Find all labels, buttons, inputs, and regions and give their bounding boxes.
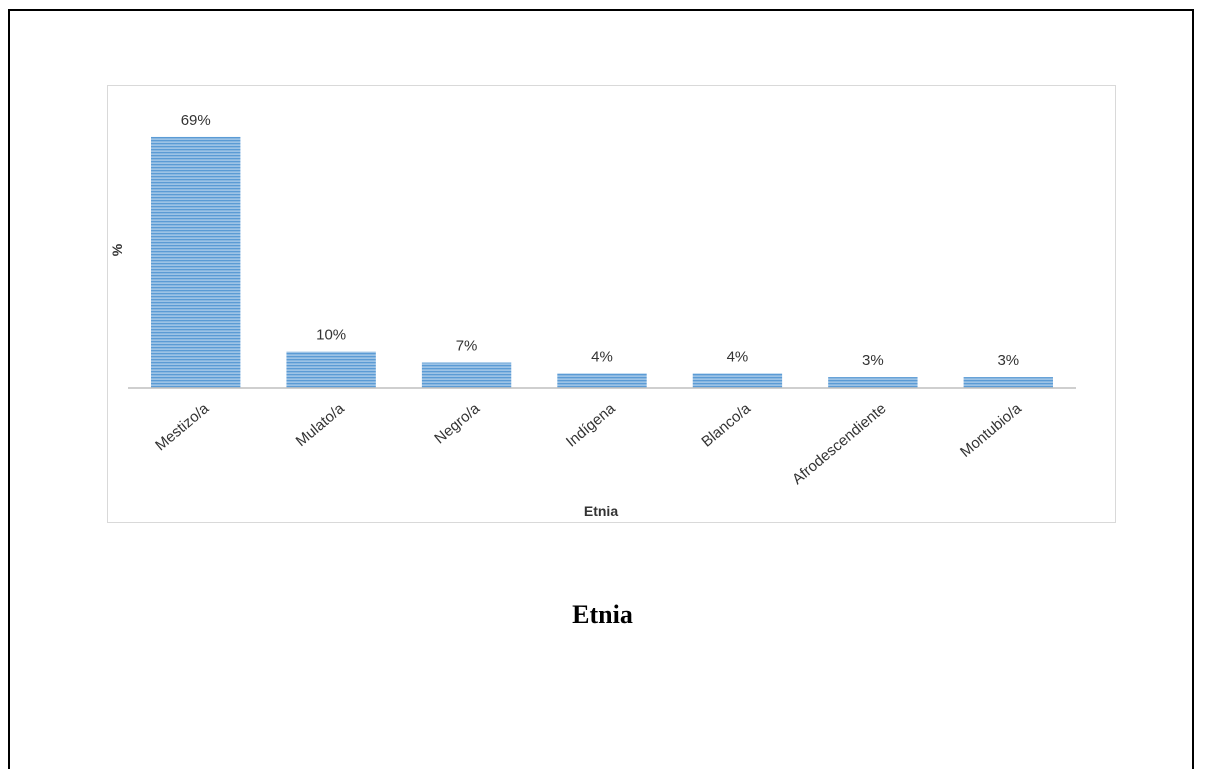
x-tick-label: Afrodescendiente bbox=[789, 400, 889, 488]
y-axis-label: % bbox=[109, 243, 125, 256]
data-label: 7% bbox=[456, 338, 478, 355]
bar-mulato-a bbox=[286, 351, 376, 388]
bar-mestizo-a bbox=[151, 136, 241, 388]
data-label: 3% bbox=[997, 352, 1019, 369]
data-label: 4% bbox=[591, 348, 613, 365]
figure-caption: Etnia bbox=[572, 600, 633, 629]
bar-afrodescendiente bbox=[828, 377, 918, 388]
bar-blanco-a bbox=[692, 373, 783, 388]
x-tick-label: Blanco/a bbox=[698, 400, 754, 451]
data-label: 10% bbox=[316, 327, 346, 344]
x-tick-label: Mulato/a bbox=[293, 400, 349, 450]
x-tick-label: Montubio/a bbox=[957, 400, 1025, 461]
chart-area: 69% Mestizo/a 10% Mulato/a 7% Negro/a 4% Indíge… bbox=[107, 85, 1116, 523]
bar-montubio-a bbox=[963, 377, 1053, 388]
x-tick-label: Negro/a bbox=[431, 400, 483, 448]
data-label: 4% bbox=[727, 348, 749, 365]
bar-ind-gena bbox=[557, 373, 647, 388]
x-tick-label: Mestizo/a bbox=[152, 400, 213, 455]
bar-negro-a bbox=[421, 362, 512, 388]
x-tick-label: Indígena bbox=[563, 400, 619, 451]
bar-chart: 69% Mestizo/a 10% Mulato/a 7% Negro/a 4% Indíge… bbox=[109, 112, 1076, 519]
data-label: 69% bbox=[181, 112, 211, 129]
data-label: 3% bbox=[862, 352, 884, 369]
x-axis-title: Etnia bbox=[584, 503, 618, 519]
